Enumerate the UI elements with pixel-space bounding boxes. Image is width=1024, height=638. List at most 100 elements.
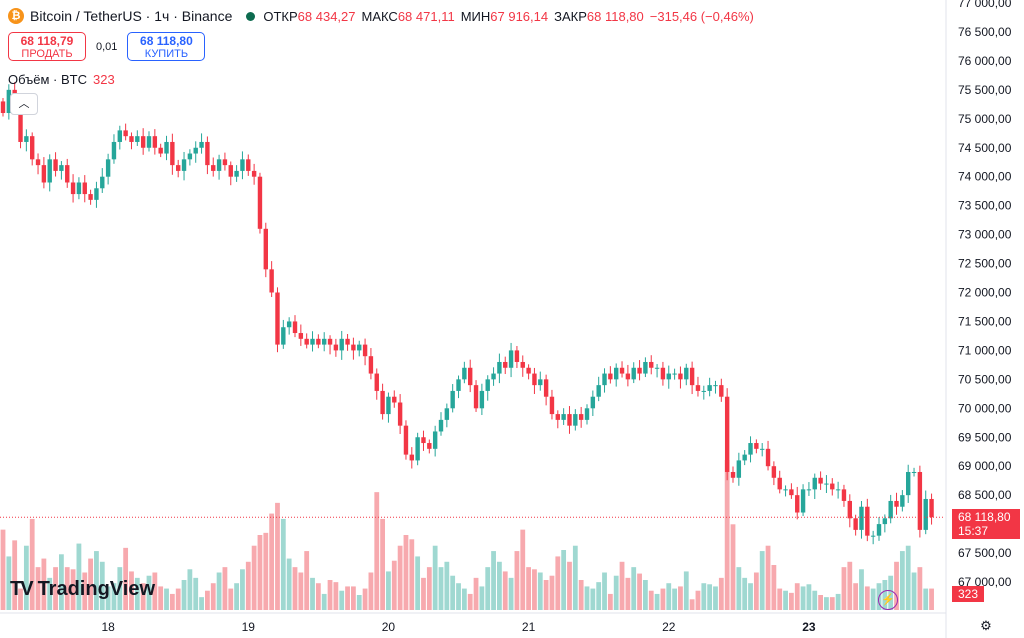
volume-bar — [82, 572, 88, 610]
candle-body — [923, 498, 928, 530]
volume-bar — [158, 586, 164, 610]
candle-body — [362, 344, 368, 357]
volume-bar — [432, 545, 438, 610]
tradingview-logo[interactable]: TV TradingView — [10, 578, 155, 601]
volume-bar — [514, 551, 520, 610]
volume-bar — [6, 556, 12, 610]
collapse-legend-button[interactable]: ︿ — [10, 93, 38, 115]
buy-button[interactable]: 68 118,80 КУПИТЬ — [127, 32, 206, 61]
price-axis-label: 71 500,00 — [958, 314, 1012, 328]
candle-body — [193, 147, 198, 154]
volume-bar — [625, 577, 631, 610]
ohlc-close-value: 68 118,80 — [586, 8, 644, 24]
volume-bar — [245, 561, 251, 610]
volume-bar — [368, 572, 374, 610]
volume-bar — [596, 582, 602, 610]
candle-body — [701, 390, 706, 392]
time-axis-label: 19 — [242, 620, 256, 634]
sell-button[interactable]: 68 118,79 ПРОДАТЬ — [8, 32, 86, 61]
price-axis-label: 69 000,00 — [958, 459, 1012, 473]
lightning-icon[interactable]: ⚡ — [878, 590, 898, 610]
candle-body — [187, 153, 193, 160]
candle-body — [70, 182, 76, 195]
volume-bar — [380, 518, 385, 610]
settings-icon[interactable]: ⚙ — [980, 618, 992, 633]
volume-bar — [572, 545, 578, 610]
candle-body — [818, 477, 823, 484]
candle-body — [643, 361, 648, 374]
candle-body — [724, 396, 730, 472]
candle-body — [590, 396, 596, 409]
time-axis-label: 22 — [662, 620, 676, 634]
volume-bar — [695, 590, 701, 610]
candle-body — [199, 141, 204, 148]
volume-bar — [456, 583, 461, 610]
volume-bar — [193, 577, 199, 610]
volume-legend[interactable]: Объём · BTC 323 — [8, 72, 115, 87]
volume-bar — [0, 529, 6, 610]
volume-bar — [315, 583, 321, 610]
candle-body — [432, 431, 438, 449]
candle-body — [450, 390, 455, 409]
volume-bar — [129, 571, 134, 610]
candle-body — [888, 500, 893, 519]
candle-body — [666, 373, 671, 380]
candle-body — [760, 448, 765, 450]
volume-bar — [911, 572, 917, 610]
price-axis-label: 69 500,00 — [958, 430, 1012, 444]
volume-bar — [578, 580, 584, 610]
candle-body — [421, 437, 426, 444]
candle-body — [473, 385, 479, 409]
volume-bar — [53, 567, 58, 610]
candle-body — [152, 136, 158, 148]
candle-body — [30, 136, 35, 160]
ohlc-open: ОТКР68 434,27 — [263, 9, 355, 24]
volume-bar — [403, 535, 409, 610]
candle-body — [129, 136, 134, 142]
volume-bar — [859, 569, 864, 610]
price-axis-label: 67 000,00 — [958, 575, 1012, 589]
candle-body — [47, 159, 52, 183]
candle-body — [59, 165, 64, 171]
volume-bar — [771, 565, 777, 610]
candle-body — [538, 379, 543, 386]
volume-bar — [753, 572, 759, 610]
volume-bar — [678, 586, 683, 610]
ohlc-open-value: 68 434,27 — [297, 8, 356, 24]
symbol-title[interactable]: Bitcoin / TetherUS · 1ч · Binance — [30, 8, 233, 24]
volume-bar — [327, 580, 333, 610]
candle-body — [357, 344, 362, 351]
volume-bar — [637, 573, 642, 610]
tradingview-logo-text: TradingView — [37, 578, 156, 600]
volume-value-tag: 323 — [952, 586, 984, 602]
candle-body — [82, 182, 87, 195]
candle-body — [251, 170, 257, 177]
candle-body — [567, 414, 572, 426]
candle-body — [900, 495, 905, 507]
volume-bar — [689, 599, 695, 610]
volume-bar — [275, 502, 280, 610]
candle-body — [830, 483, 835, 490]
price-axis-label: 76 500,00 — [958, 25, 1012, 39]
volume-bar — [584, 586, 590, 610]
volume-bar — [164, 588, 169, 610]
candle-body — [123, 130, 128, 137]
candle-body — [24, 136, 29, 142]
candle-body — [549, 396, 555, 415]
volume-bar — [269, 513, 275, 610]
volume-bar — [386, 571, 391, 610]
candle-body — [596, 385, 601, 397]
volume-bar — [310, 577, 315, 610]
candle-body — [403, 425, 409, 455]
volume-bar — [765, 545, 771, 610]
volume-bar — [257, 535, 263, 610]
candle-body — [789, 489, 794, 496]
sell-price: 68 118,79 — [20, 34, 74, 48]
candle-body — [695, 385, 701, 391]
volume-bar — [280, 518, 286, 610]
volume-bar — [304, 551, 310, 610]
volume-bar — [140, 583, 146, 610]
candle-body — [491, 373, 496, 380]
candle-body — [468, 367, 473, 386]
